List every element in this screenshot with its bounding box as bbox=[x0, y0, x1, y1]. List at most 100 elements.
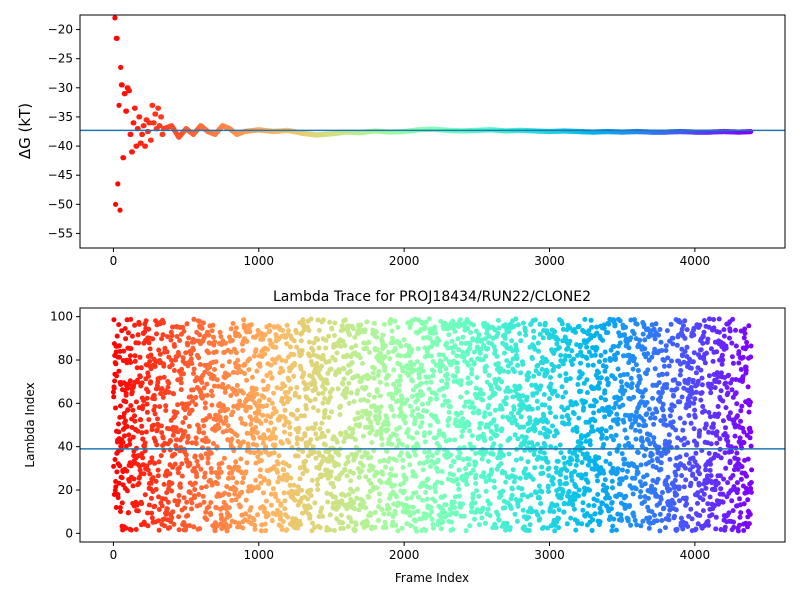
lambda-point bbox=[377, 491, 382, 497]
lambda-point bbox=[608, 433, 614, 439]
lambda-point bbox=[178, 427, 184, 433]
lambda-point bbox=[379, 507, 385, 512]
lambda-point bbox=[578, 349, 584, 355]
lambda-point bbox=[646, 525, 652, 531]
lambda-point bbox=[658, 496, 664, 502]
lambda-point bbox=[157, 351, 163, 357]
lambda-point bbox=[135, 428, 141, 434]
lambda-point bbox=[305, 496, 311, 502]
lambda-point bbox=[590, 517, 596, 523]
lambda-point bbox=[513, 457, 519, 463]
lambda-point bbox=[692, 414, 698, 420]
lambda-point bbox=[550, 481, 556, 487]
lambda-point bbox=[292, 497, 298, 503]
lambda-point bbox=[403, 475, 409, 481]
lambda-point bbox=[362, 327, 368, 333]
lambda-point bbox=[350, 489, 356, 495]
lambda-point bbox=[592, 418, 598, 424]
lambda-point bbox=[235, 405, 241, 411]
lambda-point bbox=[352, 527, 358, 533]
delta-g-point bbox=[128, 131, 134, 137]
lambda-point bbox=[632, 475, 638, 481]
lambda-point bbox=[611, 437, 616, 443]
lambda-point bbox=[378, 351, 384, 357]
lambda-point bbox=[179, 366, 185, 372]
lambda-point bbox=[316, 465, 322, 471]
lambda-point bbox=[578, 388, 584, 394]
lambda-point bbox=[715, 374, 721, 380]
lambda-point bbox=[445, 376, 451, 382]
lambda-point bbox=[308, 493, 314, 498]
delta-g-point bbox=[126, 88, 132, 94]
lambda-point bbox=[646, 406, 652, 412]
lambda-point bbox=[338, 343, 344, 349]
lambda-point bbox=[558, 472, 563, 478]
delta-g-point bbox=[115, 181, 121, 187]
lambda-point bbox=[244, 377, 250, 383]
lambda-point bbox=[259, 458, 264, 464]
lambda-point bbox=[197, 362, 203, 367]
lambda-point bbox=[291, 373, 297, 379]
lambda-point bbox=[554, 469, 560, 475]
lambda-point bbox=[690, 464, 696, 470]
lambda-point bbox=[123, 390, 129, 396]
lambda-point bbox=[269, 400, 275, 406]
lambda-point bbox=[371, 320, 377, 326]
lambda-point bbox=[381, 457, 387, 463]
lambda-point bbox=[428, 397, 434, 403]
lambda-point bbox=[282, 407, 288, 413]
lambda-point bbox=[316, 327, 322, 333]
lambda-point bbox=[599, 432, 605, 438]
lambda-point bbox=[718, 388, 724, 394]
lambda-point bbox=[290, 412, 296, 418]
lambda-point bbox=[291, 482, 297, 488]
lambda-point bbox=[130, 434, 136, 440]
lambda-point bbox=[243, 511, 249, 517]
lambda-point bbox=[388, 466, 394, 472]
lambda-point bbox=[311, 340, 317, 346]
delta-g-y-axis-label: ΔG (kT) bbox=[16, 103, 34, 159]
lambda-point bbox=[507, 435, 513, 441]
lambda-point bbox=[422, 449, 428, 455]
lambda-point bbox=[116, 343, 122, 349]
lambda-point bbox=[187, 523, 193, 529]
lambda-point bbox=[538, 383, 544, 389]
lambda-point bbox=[208, 450, 214, 456]
lambda-point bbox=[630, 491, 636, 497]
lambda-point bbox=[246, 367, 252, 373]
lambda-point bbox=[255, 485, 261, 491]
lambda-point bbox=[482, 368, 488, 374]
lambda-point bbox=[652, 415, 658, 421]
lambda-point bbox=[296, 394, 302, 400]
lambda-point bbox=[393, 473, 399, 478]
lambda-point bbox=[359, 414, 365, 420]
lambda-point bbox=[133, 527, 139, 532]
lambda-point bbox=[150, 336, 156, 342]
lambda-point bbox=[540, 509, 546, 515]
lambda-point bbox=[661, 358, 667, 363]
lambda-point bbox=[191, 366, 197, 372]
lambda-point bbox=[674, 386, 680, 392]
lambda-point bbox=[324, 380, 330, 386]
lambda-point bbox=[721, 476, 727, 482]
lambda-point bbox=[556, 525, 562, 531]
lambda-point bbox=[379, 442, 385, 448]
lambda-point bbox=[170, 432, 176, 438]
lambda-point bbox=[642, 387, 648, 393]
lambda-point bbox=[258, 528, 264, 534]
lambda-point bbox=[138, 365, 144, 371]
lambda-point bbox=[498, 493, 504, 499]
lambda-point bbox=[186, 335, 192, 341]
lambda-point bbox=[399, 396, 405, 401]
lambda-point bbox=[413, 473, 419, 479]
lambda-point bbox=[625, 468, 630, 474]
lambda-point bbox=[264, 498, 269, 504]
lambda-point bbox=[693, 526, 699, 532]
lambda-point bbox=[424, 408, 429, 414]
lambda-point bbox=[198, 466, 204, 472]
lambda-point bbox=[327, 394, 333, 400]
lambda-point bbox=[602, 414, 608, 420]
lambda-point bbox=[116, 322, 122, 328]
lambda-point bbox=[311, 449, 317, 455]
lambda-point bbox=[566, 416, 572, 422]
